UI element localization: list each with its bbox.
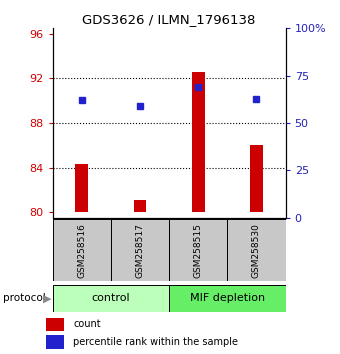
Text: ▶: ▶ — [42, 293, 51, 303]
Text: control: control — [91, 293, 130, 303]
Bar — [46, 318, 64, 331]
Bar — [111, 219, 169, 281]
Text: GSM258517: GSM258517 — [136, 223, 144, 278]
Bar — [169, 285, 286, 312]
Text: GSM258516: GSM258516 — [77, 223, 86, 278]
Title: GDS3626 / ILMN_1796138: GDS3626 / ILMN_1796138 — [83, 13, 256, 26]
Text: count: count — [73, 319, 101, 329]
Text: MIF depletion: MIF depletion — [190, 293, 265, 303]
Bar — [169, 219, 227, 281]
Text: percentile rank within the sample: percentile rank within the sample — [73, 337, 238, 347]
Bar — [75, 164, 88, 212]
Text: GSM258515: GSM258515 — [194, 223, 203, 278]
Bar — [227, 219, 286, 281]
Bar — [250, 145, 263, 212]
Bar — [134, 200, 147, 212]
Bar — [53, 285, 169, 312]
Text: GSM258530: GSM258530 — [252, 223, 261, 278]
Text: protocol: protocol — [3, 293, 46, 303]
Bar — [192, 72, 205, 212]
Bar — [53, 219, 111, 281]
Bar — [46, 335, 64, 349]
